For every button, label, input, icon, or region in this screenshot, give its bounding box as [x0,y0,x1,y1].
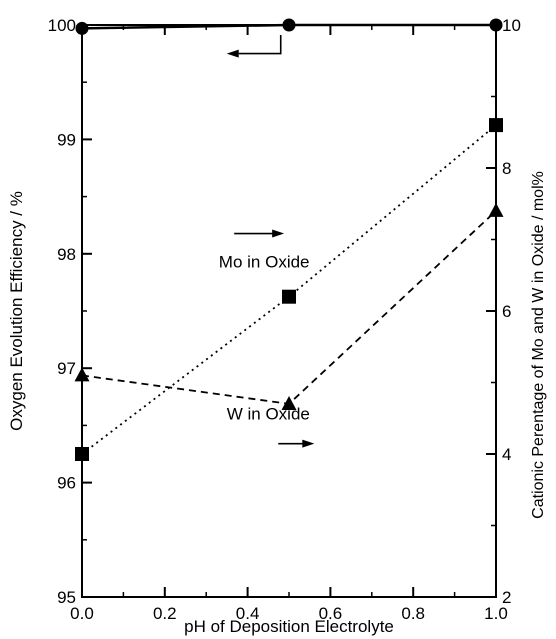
x-tick-label-4: 0.8 [401,604,425,623]
series-lines [81,23,497,455]
ticks [81,24,497,598]
y-left-tick-label-1: 96 [57,474,76,493]
x-tick-label-0: 0.0 [70,604,94,623]
marker-triangle-2 [488,202,504,217]
y-right-tick-label-4: 10 [502,16,521,35]
x-tick-label-5: 1.0 [484,604,508,623]
y-left-tick-label-5: 100 [48,16,76,35]
y-left-tick-label-3: 98 [57,245,76,264]
annotations: Mo in Oxide W in Oxide [219,35,315,448]
x-tick-label-3: 0.6 [319,604,343,623]
y-right-tick-label-1: 4 [502,445,511,464]
efficiency-arrow-head [226,49,239,58]
mo-arrow-head [272,229,285,238]
x-tick-label-1: 0.2 [153,604,177,623]
marker-triangle-0 [74,367,90,382]
y-right-tick-label-0: 2 [502,588,511,607]
marker-triangle-1 [281,395,297,410]
marker-circle-2 [489,18,503,32]
marker-square-1 [282,289,296,304]
efficiency-arrow-shaft [238,35,282,55]
y-right-tick-label-2: 6 [502,302,511,321]
marker-circle-1 [282,18,296,32]
y-left-tick-label-2: 97 [57,359,76,378]
annotation-label-1: W in Oxide [227,405,310,424]
y-axis-label-left: Oxygen Evolution Efficiency / % [7,191,26,431]
y-left-tick-label-0: 95 [57,588,76,607]
annotation-label-0: Mo in Oxide [219,253,310,272]
marker-circle-0 [75,21,89,35]
x-tick-label-2: 0.4 [236,604,260,623]
series-line-triangle [81,210,497,405]
y-left-tick-label-4: 99 [57,130,76,149]
marker-square-0 [75,447,89,461]
tick-labels: 0.0 0.2 0.4 0.6 0.8 1.0 95 96 97 98 99 100 2 4 6 8 10 [48,16,521,623]
plot-frame [81,24,497,598]
y-axis-label-right: Cationic Perentage of Mo and W in Oxide … [530,171,547,519]
x-axis-label: pH of Deposition Electrolyte [184,617,394,636]
markers [74,18,504,461]
marker-square-2 [489,118,503,133]
w-arrow-head [302,439,315,448]
y-right-tick-label-3: 8 [502,159,511,178]
